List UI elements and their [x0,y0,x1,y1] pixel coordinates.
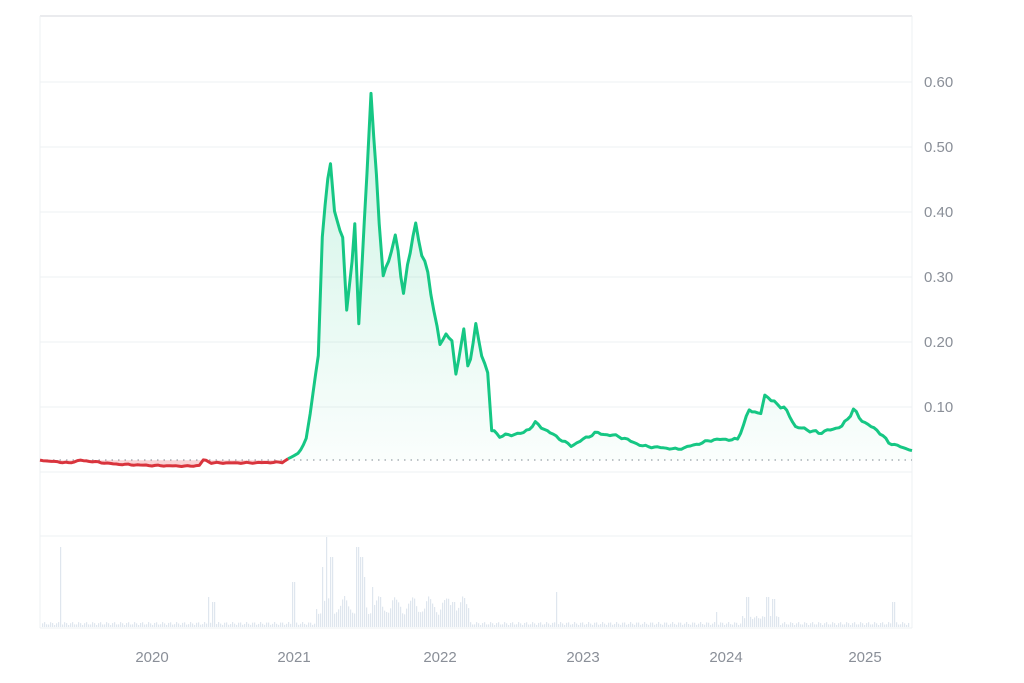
price-line-below-baseline[interactable] [39,457,289,468]
x-tick-label: 2023 [566,649,599,666]
x-tick-label: 2020 [135,649,168,666]
y-tick-label: 0.50 [924,139,953,156]
y-tick-label: 0.20 [924,334,953,351]
x-axis-ticks: 2020 2021 2022 2023 2024 2025 [135,649,881,666]
price-line-above-baseline[interactable] [287,91,913,461]
x-tick-label: 2025 [848,649,881,666]
y-tick-label: 0.60 [924,74,953,91]
y-tick-label: 0.10 [924,399,953,416]
y-tick-label: 0.40 [924,204,953,221]
volume-bars [42,537,910,627]
above-baseline-area [288,93,912,461]
x-tick-label: 2021 [277,649,310,666]
y-axis-ticks: 0.10 0.20 0.30 0.40 0.50 0.60 [924,74,953,416]
y-tick-label: 0.30 [924,269,953,286]
x-tick-label: 2022 [423,649,456,666]
plot-frame [39,15,913,629]
x-tick-label: 2024 [709,649,742,666]
below-baseline-area [40,458,289,467]
